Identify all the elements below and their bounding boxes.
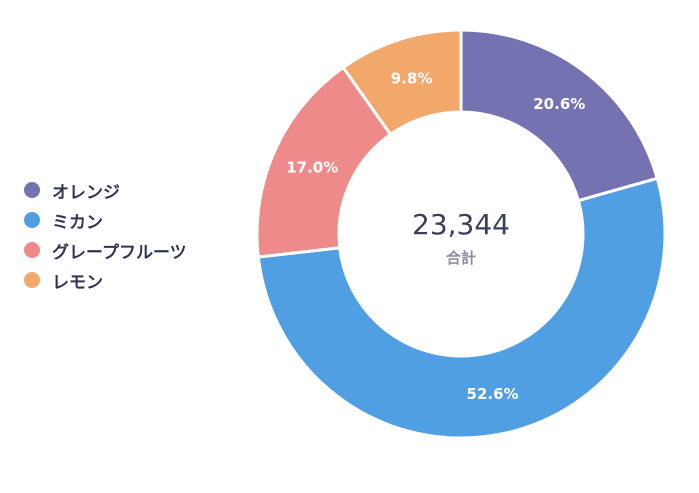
donut-slices <box>255 28 667 440</box>
total-value: 23,344 <box>412 208 510 241</box>
legend-swatch-mikan <box>24 212 40 228</box>
slice-orange[interactable] <box>459 28 660 203</box>
slice-label-grapefruit: 17.0% <box>286 158 338 176</box>
legend-item-mikan[interactable]: ミカン <box>24 208 187 233</box>
legend-swatch-orange <box>24 182 40 198</box>
slice-label-orange: 20.6% <box>533 95 585 113</box>
slice-label-lemon: 9.8% <box>391 70 433 88</box>
slice-mikan[interactable] <box>256 176 667 440</box>
total-label: 合計 <box>445 249 476 267</box>
legend-swatch-lemon <box>24 272 40 288</box>
legend-label-lemon: レモン <box>52 272 103 293</box>
legend: オレンジ ミカン グレープフルーツ レモン <box>24 178 187 293</box>
legend-label-grapefruit: グレープフルーツ <box>52 242 187 263</box>
slice-lemon[interactable] <box>341 28 463 137</box>
legend-item-orange[interactable]: オレンジ <box>24 178 187 203</box>
slice-label-mikan: 52.6% <box>467 385 519 403</box>
legend-item-grapefruit[interactable]: グレープフルーツ <box>24 238 187 263</box>
legend-label-mikan: ミカン <box>52 212 103 233</box>
legend-swatch-grapefruit <box>24 242 40 258</box>
legend-item-lemon[interactable]: レモン <box>24 268 187 293</box>
slice-labels: 20.6% 52.6% 17.0% 9.8% <box>286 70 585 403</box>
legend-label-orange: オレンジ <box>52 182 120 203</box>
